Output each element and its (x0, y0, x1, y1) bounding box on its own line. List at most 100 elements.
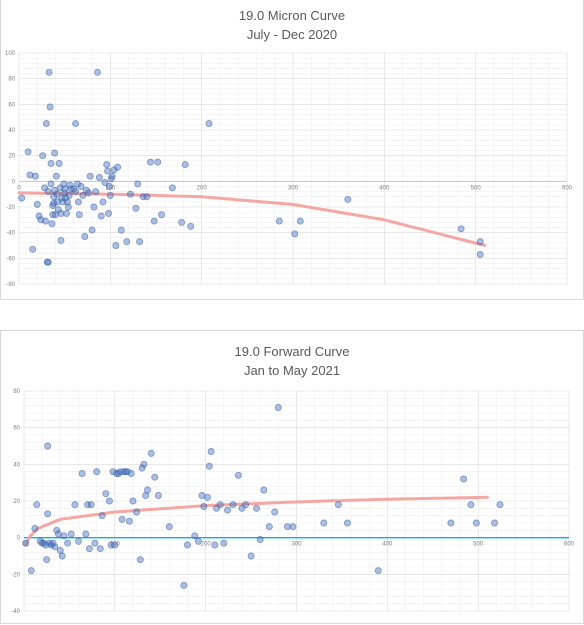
y-tick-label: -20 (6, 205, 15, 211)
data-point (191, 532, 199, 540)
data-point (53, 198, 61, 206)
data-point (476, 251, 484, 258)
data-point (108, 172, 116, 180)
data-point (24, 148, 32, 156)
data-point (51, 149, 59, 157)
data-point (93, 468, 101, 476)
x-tick-label: 300 (288, 185, 299, 191)
data-point (60, 180, 68, 188)
data-point (18, 194, 26, 202)
data-point (126, 190, 134, 198)
data-point (154, 492, 162, 499)
data-point (114, 163, 122, 171)
y-tick-label: 20 (13, 499, 20, 505)
data-point (187, 222, 195, 230)
data-point (224, 506, 231, 514)
data-point (96, 545, 104, 553)
data-point (74, 198, 82, 206)
data-point (133, 508, 141, 516)
data-point (106, 191, 114, 199)
data-point (51, 543, 59, 551)
data-point (116, 468, 124, 476)
y-tick-label: 60 (13, 426, 20, 432)
x-tick-label: 0 (22, 542, 26, 548)
data-point (55, 159, 63, 167)
data-point (35, 212, 43, 220)
y-tick-label: 60 (8, 102, 15, 108)
y-tick-label: 0 (17, 536, 21, 542)
data-point (117, 226, 125, 234)
data-point (204, 493, 211, 501)
data-point (139, 193, 147, 201)
data-point (39, 152, 47, 160)
data-point (154, 158, 162, 166)
data-point (57, 209, 65, 217)
data-point (102, 490, 110, 498)
data-point (457, 225, 465, 233)
data-point (81, 233, 89, 240)
data-point (97, 212, 105, 220)
y-tick-label: -40 (6, 231, 15, 237)
data-point (49, 539, 57, 547)
data-point (476, 238, 484, 246)
data-point (82, 530, 90, 538)
data-point (150, 217, 158, 225)
y-tick-label: 80 (13, 389, 20, 395)
data-point (110, 166, 118, 174)
data-point (48, 220, 56, 228)
data-point (77, 183, 85, 190)
x-tick-label: 100 (105, 185, 116, 191)
data-point (118, 515, 126, 523)
data-point (62, 194, 70, 202)
trendline (24, 495, 489, 547)
data-point (46, 103, 54, 111)
data-point (26, 171, 34, 179)
chart-panel-1: 19.0 Micron Curve July - Dec 2020 100 80 6… (0, 0, 584, 300)
y-tick-label: 40 (13, 462, 20, 468)
data-point (33, 200, 41, 208)
data-point (60, 532, 68, 540)
data-point (271, 508, 279, 516)
data-point (74, 180, 81, 188)
data-point (64, 539, 72, 547)
x-tick-label: 300 (291, 542, 302, 548)
data-point (180, 581, 188, 589)
data-point (178, 218, 186, 226)
x-tick-label: 600 (562, 185, 573, 191)
y-tick-label: -20 (11, 572, 20, 578)
data-point (36, 537, 44, 545)
data-point (27, 567, 35, 575)
data-point (99, 198, 107, 206)
data-point (260, 486, 268, 494)
data-point (127, 470, 135, 477)
data-point (220, 539, 228, 547)
data-point (49, 211, 57, 219)
data-point (71, 501, 79, 509)
data-point (53, 526, 61, 534)
data-point (194, 537, 202, 545)
data-point (43, 556, 51, 564)
data-point (90, 203, 98, 211)
data-point (229, 501, 237, 509)
data-point (134, 180, 142, 188)
data-point (75, 211, 83, 219)
data-point (31, 525, 39, 532)
data-point (213, 504, 221, 512)
data-point (200, 503, 208, 510)
data-point (47, 180, 55, 188)
data-point (111, 541, 119, 549)
y-tick-label: 0 (12, 179, 16, 185)
data-point (103, 161, 111, 169)
data-point (72, 120, 80, 128)
data-point (205, 462, 213, 470)
data-point (105, 209, 112, 217)
data-point (72, 188, 80, 196)
data-point (138, 464, 146, 472)
data-point (88, 226, 96, 234)
data-point (57, 236, 65, 244)
data-point (207, 448, 215, 455)
data-point (460, 475, 468, 483)
data-point (42, 541, 50, 549)
data-point (291, 230, 299, 238)
